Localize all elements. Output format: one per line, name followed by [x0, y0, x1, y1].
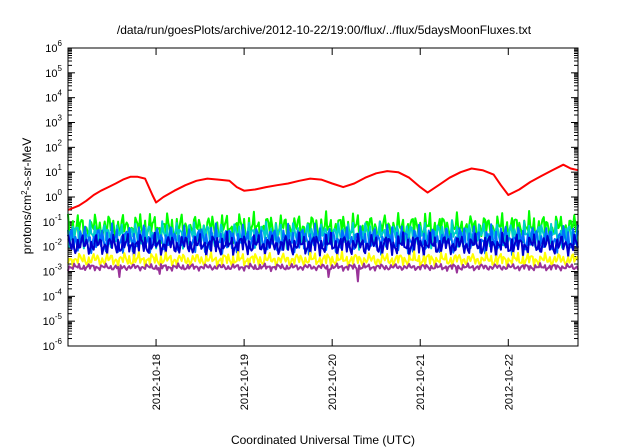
y-tick-label: 104: [45, 89, 62, 105]
series-layer: [67, 163, 579, 283]
y-axis-ticks: 106 105 104 103 102 101 100 10-1 10-2 10-3 10-4 10-…: [43, 39, 578, 353]
series-line-3: [67, 222, 579, 256]
y-tick-label: 10-4: [43, 287, 63, 303]
series-line-5: [67, 250, 579, 269]
chart-title: /data/run/goesPlots/archive/2012-10-22/1…: [117, 23, 532, 37]
y-tick-label: 10-1: [43, 213, 63, 229]
y-tick-label: 105: [45, 64, 62, 80]
x-tick-label: 2012-10-22: [503, 354, 515, 410]
series-line-2: [67, 219, 579, 251]
series-line-6: [67, 262, 579, 283]
y-tick-label: 106: [45, 39, 62, 55]
x-tick-label: 2012-10-18: [151, 354, 163, 410]
plot-frame: [67, 47, 579, 347]
y-tick-label: 102: [45, 138, 62, 154]
y-tick-label: 10-5: [43, 312, 63, 328]
x-tick-label: 2012-10-21: [415, 354, 427, 410]
y-tick-label: 101: [45, 163, 62, 179]
series-line-1: [67, 210, 579, 245]
y-axis-label: protons/cm2-s-sr-MeV: [20, 138, 34, 254]
series-line-4: [67, 230, 579, 259]
y-tick-label: 10-2: [43, 238, 63, 254]
y-tick-label: 103: [45, 114, 62, 130]
x-axis-label: Coordinated Universal Time (UTC): [231, 433, 415, 447]
y-tick-label: 100: [45, 188, 62, 204]
x-tick-label: 2012-10-19: [239, 354, 251, 410]
series-line-0: [67, 163, 579, 211]
y-tick-label: 10-3: [43, 263, 63, 279]
x-axis-ticks: 2012-10-18 2012-10-19 2012-10-20 2012-10-21…: [151, 48, 515, 410]
y-tick-label: 10-6: [43, 337, 63, 353]
x-tick-label: 2012-10-20: [327, 354, 339, 410]
svg-text:protons/cm2-s-sr-MeV: protons/cm2-s-sr-MeV: [20, 138, 34, 254]
